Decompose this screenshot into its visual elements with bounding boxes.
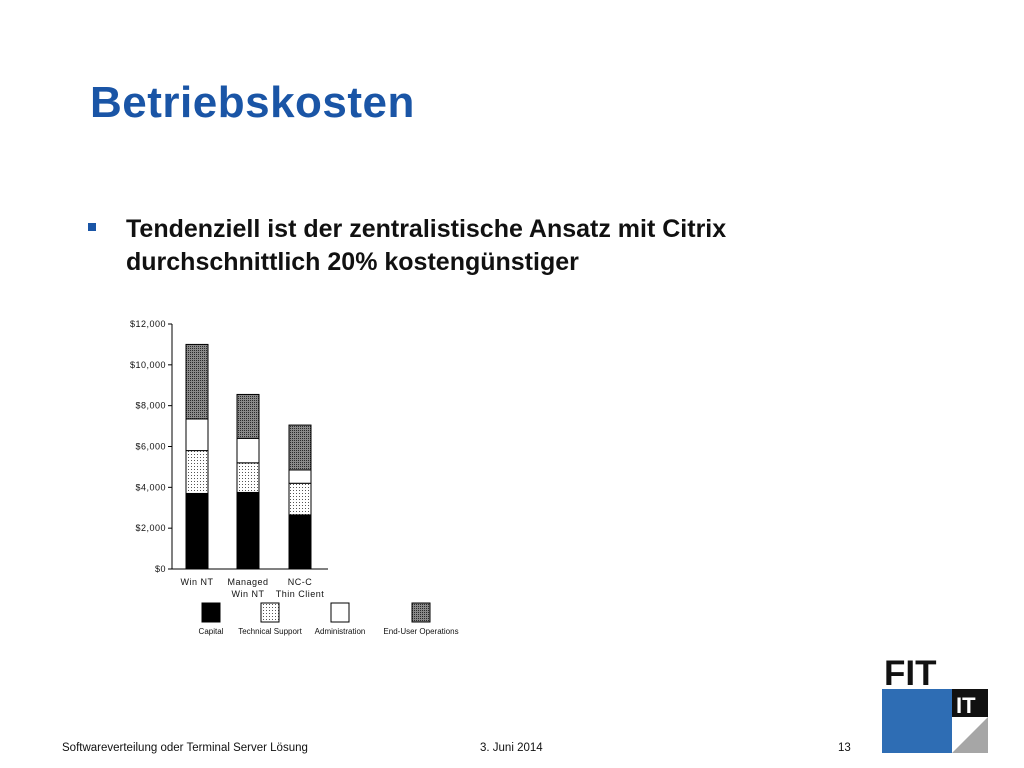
bar-segment (288, 424, 312, 471)
y-tick-label: $4,000 (135, 482, 166, 492)
y-tick-label: $8,000 (135, 401, 166, 411)
y-tick-label: $12,000 (130, 319, 166, 329)
bar-segment (236, 491, 260, 570)
x-tick-label: NC-C (288, 577, 313, 587)
x-tick-label: Managed (227, 577, 268, 587)
legend-label: End-User Operations (383, 627, 458, 636)
bar-segment (288, 482, 312, 516)
bar-segment (236, 462, 260, 493)
logo-bottom-text: IT (956, 693, 976, 718)
footer-presentation-title: Softwareverteilung oder Terminal Server … (62, 742, 308, 754)
x-tick-label: Thin Client (276, 589, 325, 599)
slide-title: Betriebskosten (90, 78, 415, 127)
x-tick-label: Win NT (181, 577, 214, 587)
legend-swatch (411, 602, 431, 623)
bar-segment (288, 469, 312, 484)
legend-label: Capital (199, 627, 224, 636)
bar-segment (185, 418, 209, 452)
y-tick-label: $10,000 (130, 360, 166, 370)
bar-segment (185, 343, 209, 420)
logo-gray-triangle (952, 717, 988, 753)
bar-segment (236, 437, 260, 464)
y-tick-label: $0 (155, 564, 166, 574)
square-bullet-icon (88, 223, 96, 231)
bar-segment (288, 514, 312, 570)
y-tick-label: $2,000 (135, 523, 166, 533)
legend-swatch (201, 602, 221, 623)
footer-page-number: 13 (838, 742, 851, 754)
footer-date: 3. Juni 2014 (480, 742, 543, 754)
y-tick-label: $6,000 (135, 442, 166, 452)
stacked-bar-chart: $0 $2,000 $4,000 $6,000 $8,000 $10,000 $12,000… (130, 319, 459, 636)
logo-black-block (952, 689, 988, 717)
bar-segment (185, 492, 209, 570)
legend-swatch (260, 602, 280, 623)
logo-top-text: FIT (884, 655, 936, 693)
logo-blue-square (882, 689, 952, 753)
x-tick-label: Win NT (232, 589, 265, 599)
legend-label: Technical Support (238, 627, 302, 636)
bar-segment (236, 393, 260, 439)
legend-swatch (330, 602, 350, 623)
fit-it-logo: FIT IT (882, 655, 988, 753)
bullet-text: Tendenziell ist der zentralistische Ansa… (126, 215, 727, 276)
legend-label: Administration (315, 627, 366, 636)
bar-segment (185, 450, 209, 494)
